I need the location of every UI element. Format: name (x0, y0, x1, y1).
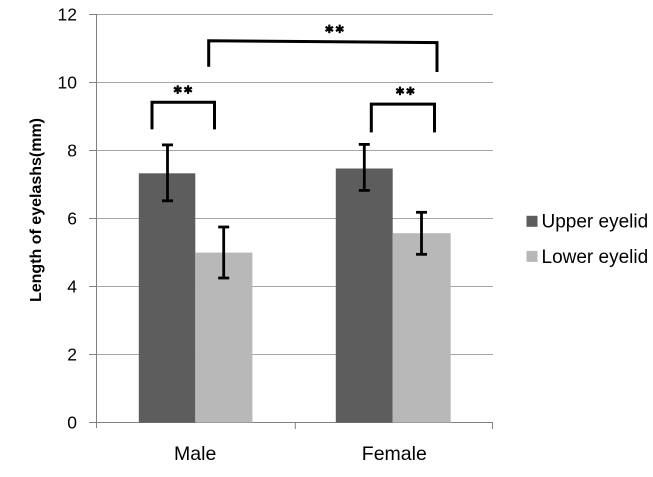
svg-text:Upper eyelid: Upper eyelid (542, 212, 649, 233)
svg-text:2: 2 (67, 344, 77, 364)
svg-text:Female: Female (362, 443, 427, 465)
svg-text:Length of eyelashs(mm): Length of eyelashs(mm) (28, 118, 45, 302)
svg-text:6: 6 (67, 208, 77, 228)
svg-text:Lower eyelid: Lower eyelid (542, 247, 649, 268)
svg-text:4: 4 (67, 276, 77, 296)
svg-text:8: 8 (67, 140, 77, 160)
svg-text:10: 10 (58, 72, 78, 92)
svg-text:12: 12 (58, 4, 77, 24)
svg-text:Male: Male (174, 443, 216, 465)
svg-text:0: 0 (67, 412, 77, 432)
